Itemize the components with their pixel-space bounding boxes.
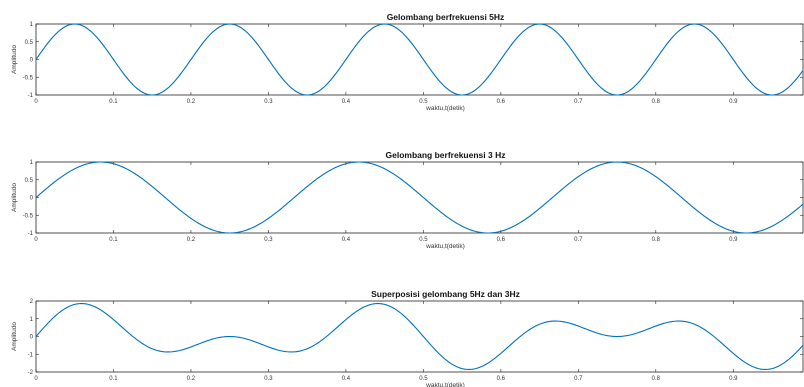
x-tick-label: 0.8 bbox=[652, 376, 661, 382]
series-line-1 bbox=[35, 161, 804, 234]
x-tick-label: 0.4 bbox=[342, 237, 351, 243]
y-tick-label: 0 bbox=[30, 58, 34, 64]
y-axis-label: Amplitudo bbox=[11, 183, 18, 212]
y-tick-label: 1 bbox=[30, 317, 34, 323]
y-tick-label: -0.5 bbox=[23, 75, 34, 81]
y-axis-label: Amplitudo bbox=[11, 45, 18, 74]
y-tick-label: -1 bbox=[28, 352, 34, 358]
x-tick-label: 0.6 bbox=[497, 237, 506, 243]
y-tick-label: -1 bbox=[28, 231, 34, 237]
x-tick-label: 0.9 bbox=[729, 99, 738, 105]
x-tick-label: 0.2 bbox=[187, 99, 196, 105]
x-tick-label: 0.6 bbox=[497, 376, 506, 382]
x-tick-label: 0.3 bbox=[264, 237, 273, 243]
x-tick-label: 0.7 bbox=[574, 99, 583, 105]
y-tick-label: -0.5 bbox=[23, 213, 34, 219]
y-tick-label: 0.5 bbox=[25, 40, 34, 46]
y-tick-label: -1 bbox=[28, 93, 34, 99]
x-tick-label: 0.8 bbox=[652, 237, 661, 243]
series-line-1 bbox=[35, 302, 804, 371]
x-tick-label: 0.3 bbox=[264, 376, 273, 382]
axes-box bbox=[35, 23, 804, 96]
chart-title: Gelombang berfrekuensi 3 Hz bbox=[386, 150, 506, 160]
x-tick-label: 0.4 bbox=[342, 99, 351, 105]
y-axis-label: Amplitudo bbox=[11, 322, 18, 351]
subplot-1: Gelombang berfrekuensi 5Hz 0 0.1 0.2 0.3 0.4 0… bbox=[11, 12, 804, 112]
x-tick-label: 0.7 bbox=[574, 237, 583, 243]
y-tick-label: -2 bbox=[28, 370, 34, 376]
x-tick-label: 0.1 bbox=[109, 237, 118, 243]
x-tick-label: 0.5 bbox=[419, 237, 428, 243]
x-axis-label: waktu,t(detik) bbox=[425, 382, 465, 387]
x-tick-label: 0.1 bbox=[109, 99, 118, 105]
x-tick-label: 0.4 bbox=[342, 376, 351, 382]
subplot-2: Gelombang berfrekuensi 3 Hz 0 0.1 0.2 0.3 0.4… bbox=[11, 150, 804, 250]
y-tick-label: 1 bbox=[30, 160, 34, 166]
y-tick-label: 0.5 bbox=[25, 178, 34, 184]
y-tick-label: 1 bbox=[30, 22, 34, 28]
x-tick-label: 0.3 bbox=[264, 99, 273, 105]
chart-title: Gelombang berfrekuensi 5Hz bbox=[387, 12, 505, 22]
subplot-3: Superposisi gelombang 5Hz dan 3Hz 0 0.1 0.2… bbox=[11, 289, 804, 387]
y-tick-label: 2 bbox=[30, 299, 34, 305]
x-tick-label: 0.8 bbox=[652, 99, 661, 105]
x-tick-label: 0 bbox=[34, 376, 38, 382]
x-tick-label: 0.5 bbox=[419, 99, 428, 105]
chart-title: Superposisi gelombang 5Hz dan 3Hz bbox=[371, 289, 520, 299]
x-tick-label: 0.1 bbox=[109, 376, 118, 382]
x-tick-label: 0 bbox=[34, 99, 38, 105]
y-tick-label: 0 bbox=[30, 196, 34, 202]
x-tick-label: 0 bbox=[34, 237, 38, 243]
x-axis-label: waktu,t(detik) bbox=[425, 105, 465, 112]
series-line-1 bbox=[35, 23, 804, 96]
x-tick-label: 0.6 bbox=[497, 99, 506, 105]
x-tick-label: 0.7 bbox=[574, 376, 583, 382]
x-tick-label: 0.9 bbox=[729, 237, 738, 243]
axes-box bbox=[35, 300, 804, 373]
x-axis-label: waktu,t(detik) bbox=[425, 243, 465, 250]
x-tick-label: 0.9 bbox=[729, 376, 738, 382]
x-tick-label: 0.2 bbox=[187, 237, 196, 243]
x-tick-label: 0.5 bbox=[419, 376, 428, 382]
axes-box bbox=[35, 161, 804, 234]
x-tick-label: 0.2 bbox=[187, 376, 196, 382]
y-tick-label: 0 bbox=[30, 335, 34, 341]
